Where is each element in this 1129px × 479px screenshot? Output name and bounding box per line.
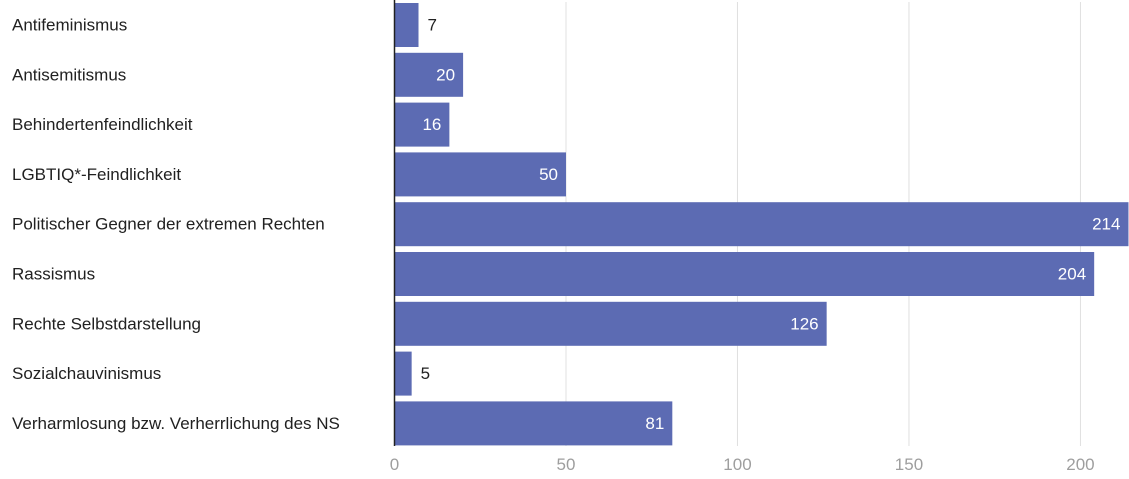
category-labels: Antifeminismus Antisemitismus Behindertenf… — [12, 16, 340, 433]
data-label: 7 — [428, 16, 437, 35]
data-label: 126 — [790, 314, 818, 333]
data-label: 50 — [539, 165, 558, 184]
bar — [394, 3, 419, 47]
x-tick-label: 200 — [1066, 455, 1094, 474]
x-tick-label: 100 — [723, 455, 751, 474]
data-label: 20 — [436, 65, 455, 84]
bar — [394, 152, 566, 197]
x-tick-label: 150 — [895, 455, 923, 474]
category-label: Verharmlosung bzw. Verherrlichung des NS — [12, 414, 340, 433]
x-tick-label: 50 — [557, 455, 576, 474]
category-label: LGBTIQ*-Feindlichkeit — [12, 165, 181, 184]
category-label: Sozialchauvinismus — [12, 364, 161, 383]
x-axis-tick-labels: 0 50 100 150 200 — [390, 455, 1095, 474]
bar — [394, 301, 827, 346]
bar — [394, 102, 450, 147]
category-label: Antifeminismus — [12, 16, 127, 35]
data-label: 5 — [421, 364, 430, 383]
category-label: Politischer Gegner der extremen Rechten — [12, 215, 325, 234]
data-label: 16 — [422, 115, 441, 134]
bars — [394, 3, 1129, 446]
category-label: Antisemitismus — [12, 65, 126, 84]
data-label: 214 — [1092, 215, 1120, 234]
category-label: Rassismus — [12, 265, 95, 284]
category-label: Rechte Selbstdarstellung — [12, 314, 201, 333]
bar — [394, 401, 673, 446]
x-tick-label: 0 — [390, 455, 399, 474]
data-label: 81 — [645, 414, 664, 433]
bar — [394, 52, 464, 97]
data-labels: 7 20 16 50 214 204 126 5 81 — [421, 16, 1121, 433]
data-label: 204 — [1058, 265, 1086, 284]
category-label: Behindertenfeindlichkeit — [12, 115, 193, 134]
bar — [394, 351, 412, 396]
bar — [394, 252, 1095, 296]
bar — [394, 202, 1129, 247]
